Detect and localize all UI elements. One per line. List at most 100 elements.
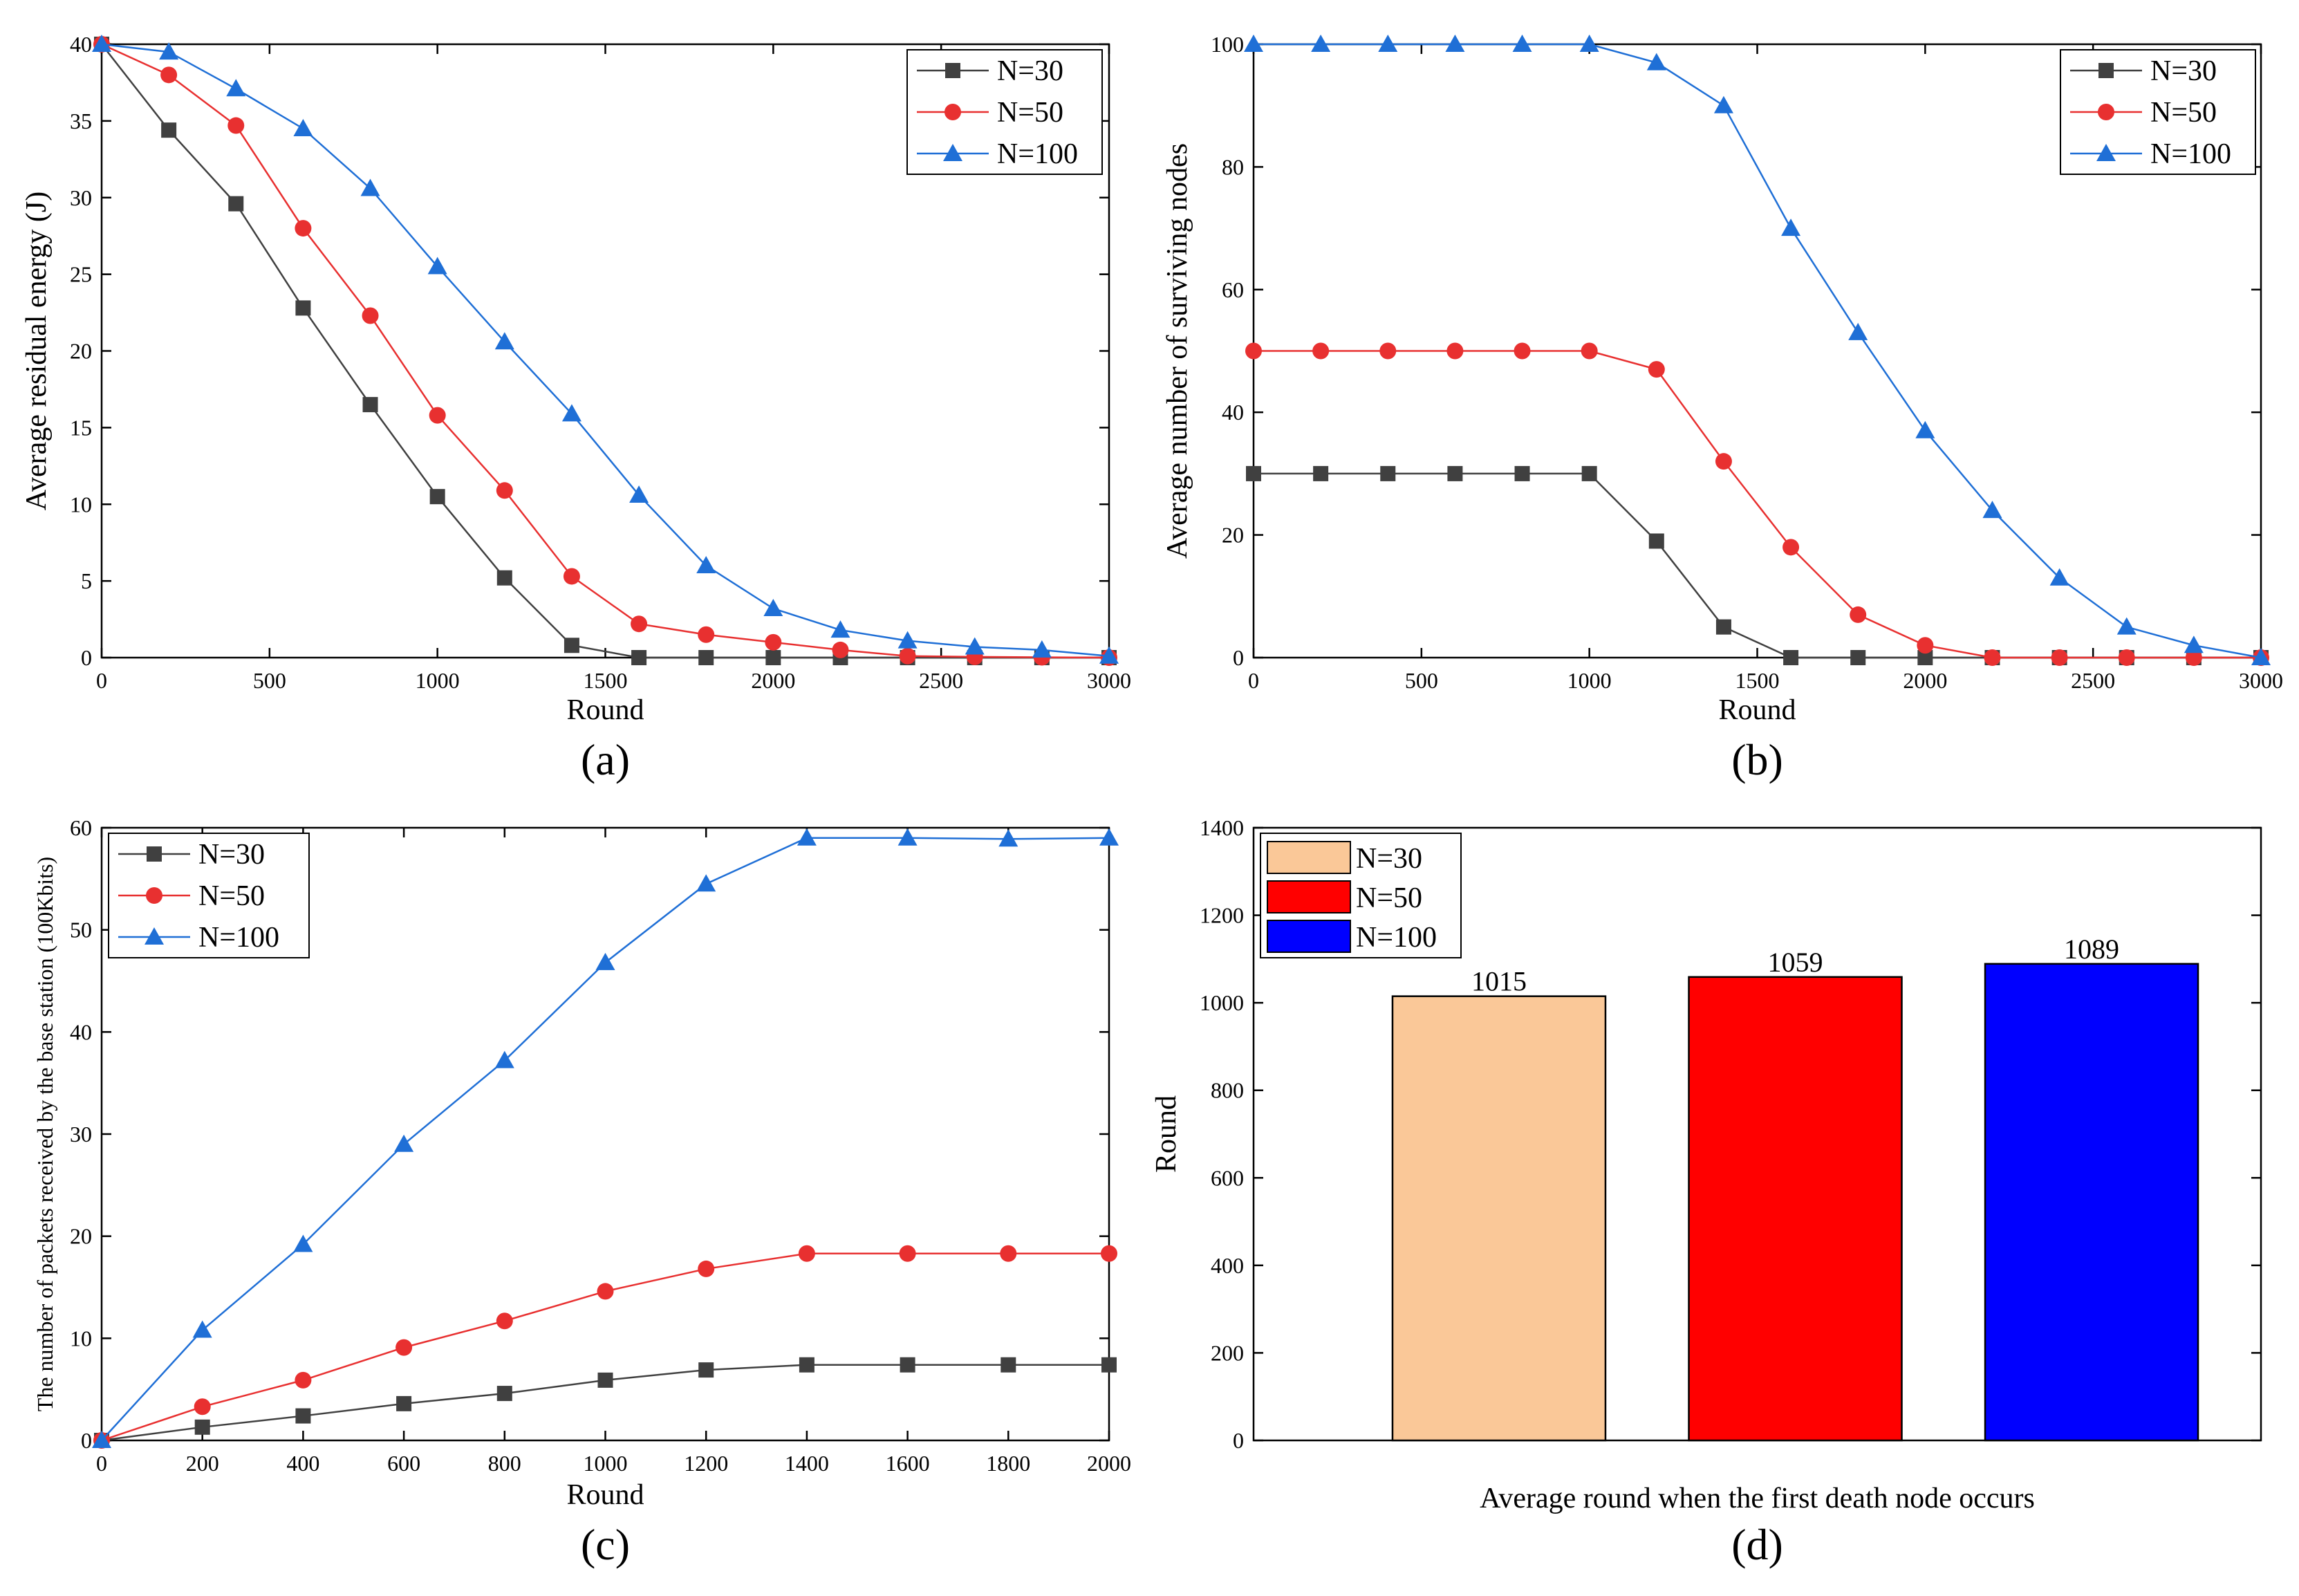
chart-panel-d: 0 200 400 600 800 1000 1200 1400 Round Average ro… — [1151, 815, 2262, 1569]
data-point — [1447, 465, 1463, 481]
y-tick-label: 200 — [1211, 1340, 1244, 1365]
data-point — [1311, 35, 1331, 52]
y-tick-label: 1000 — [1200, 990, 1244, 1015]
data-point — [631, 615, 648, 633]
y-tick-label: 20 — [1222, 523, 1244, 548]
x-axis-title: Round — [566, 1479, 644, 1511]
data-point — [1850, 650, 1866, 665]
y-tick-label: 30 — [70, 1122, 92, 1147]
legend-label: N=100 — [997, 138, 1078, 170]
y-tick-label: 40 — [70, 32, 92, 57]
data-point — [1781, 219, 1801, 236]
series-line-n30 — [1254, 472, 2261, 659]
data-point — [2184, 635, 2204, 653]
data-point — [696, 555, 716, 573]
y-tick-label: 80 — [1222, 154, 1244, 179]
data-point — [494, 1050, 514, 1068]
data-point — [1445, 35, 1465, 52]
panel-label: (b) — [1731, 735, 1783, 784]
data-point — [1313, 465, 1329, 481]
data-point — [1245, 342, 1262, 360]
data-point — [496, 1386, 512, 1402]
data-point — [763, 599, 783, 617]
data-point — [228, 196, 244, 212]
data-point — [1917, 650, 1933, 665]
x-axis-title: Average round when the first death node … — [1480, 1483, 2035, 1514]
legend-label: N=50 — [997, 97, 1063, 129]
data-point — [629, 485, 649, 503]
data-point — [295, 220, 312, 237]
legend-label: N=30 — [2150, 55, 2217, 87]
y-axis-title: Average number of surviving nodes — [1162, 143, 1193, 559]
legend-swatch — [1267, 880, 1351, 913]
y-tick-label: 20 — [70, 339, 92, 364]
data-point — [1646, 53, 1666, 71]
x-tick-label: 2500 — [2071, 668, 2115, 693]
data-point — [360, 178, 380, 196]
data-point — [899, 647, 916, 665]
data-point — [395, 1339, 413, 1356]
y-tick-label: 1200 — [1200, 903, 1244, 928]
data-point — [698, 650, 714, 665]
x-tick-label: 0 — [96, 668, 107, 693]
x-tick-label: 600 — [387, 1451, 420, 1476]
panel-label: (a) — [581, 735, 630, 784]
x-tick-label: 1000 — [416, 668, 460, 693]
x-tick-label: 2000 — [1087, 1451, 1131, 1476]
series-line-n50 — [1254, 350, 2261, 659]
data-point — [900, 1357, 915, 1373]
data-point — [2116, 617, 2137, 635]
x-tick-label: 1500 — [584, 668, 628, 693]
data-point — [1446, 342, 1464, 360]
data-point — [1101, 1357, 1117, 1373]
legend-marker — [2098, 63, 2114, 78]
chart-panel-a: 0 5 10 15 20 25 30 35 40 Average residual energy … — [21, 32, 1131, 784]
data-point — [798, 1245, 815, 1262]
series-line-n100 — [1254, 43, 2262, 659]
y-axis-title: Average residual energy (J) — [21, 192, 53, 510]
y-tick-label: 0 — [1233, 1428, 1244, 1453]
panel-label: (c) — [581, 1520, 630, 1569]
data-point — [2251, 648, 2271, 665]
data-point — [1032, 640, 1052, 658]
data-point — [965, 637, 985, 655]
legend-label: N=30 — [997, 55, 1063, 87]
y-tick-label: 10 — [70, 1326, 92, 1351]
data-point — [429, 489, 445, 505]
data-point — [799, 1357, 815, 1373]
x-tick-label: 500 — [253, 668, 286, 693]
legend-marker — [145, 927, 164, 945]
data-point — [194, 1419, 210, 1435]
series-line-n50 — [101, 43, 1110, 659]
y-tick-label: 50 — [70, 918, 92, 943]
y-tick-label: 25 — [70, 262, 92, 287]
data-point — [293, 1234, 313, 1252]
legend-swatch — [1267, 920, 1351, 953]
y-tick-label: 5 — [81, 568, 92, 593]
data-point — [2185, 649, 2202, 666]
data-point — [1581, 342, 1598, 360]
legend: N=30 N=50 N=100 — [108, 833, 310, 958]
y-tick-label: 20 — [70, 1224, 92, 1249]
data-point — [429, 407, 446, 424]
data-point — [1984, 649, 2001, 666]
data-point — [1850, 606, 1867, 623]
data-point — [1000, 1357, 1016, 1373]
data-point — [427, 257, 447, 275]
x-tick-label: 0 — [1248, 668, 1259, 693]
data-point — [293, 118, 313, 136]
bar-n50 — [1688, 976, 1903, 1442]
data-point — [595, 952, 615, 970]
x-tick-label: 2000 — [751, 668, 795, 693]
data-point — [561, 404, 581, 422]
data-point — [1715, 619, 1731, 635]
y-axis-title: The number of packets received by the ba… — [32, 857, 57, 1411]
y-axis-title: Round — [1151, 1095, 1182, 1173]
data-point — [295, 300, 311, 316]
data-point — [1715, 453, 1732, 470]
y-tick-label: 0 — [1233, 645, 1244, 670]
data-point — [797, 828, 817, 846]
x-tick-label: 1000 — [584, 1451, 628, 1476]
data-point — [494, 332, 514, 350]
legend-marker — [146, 887, 162, 904]
